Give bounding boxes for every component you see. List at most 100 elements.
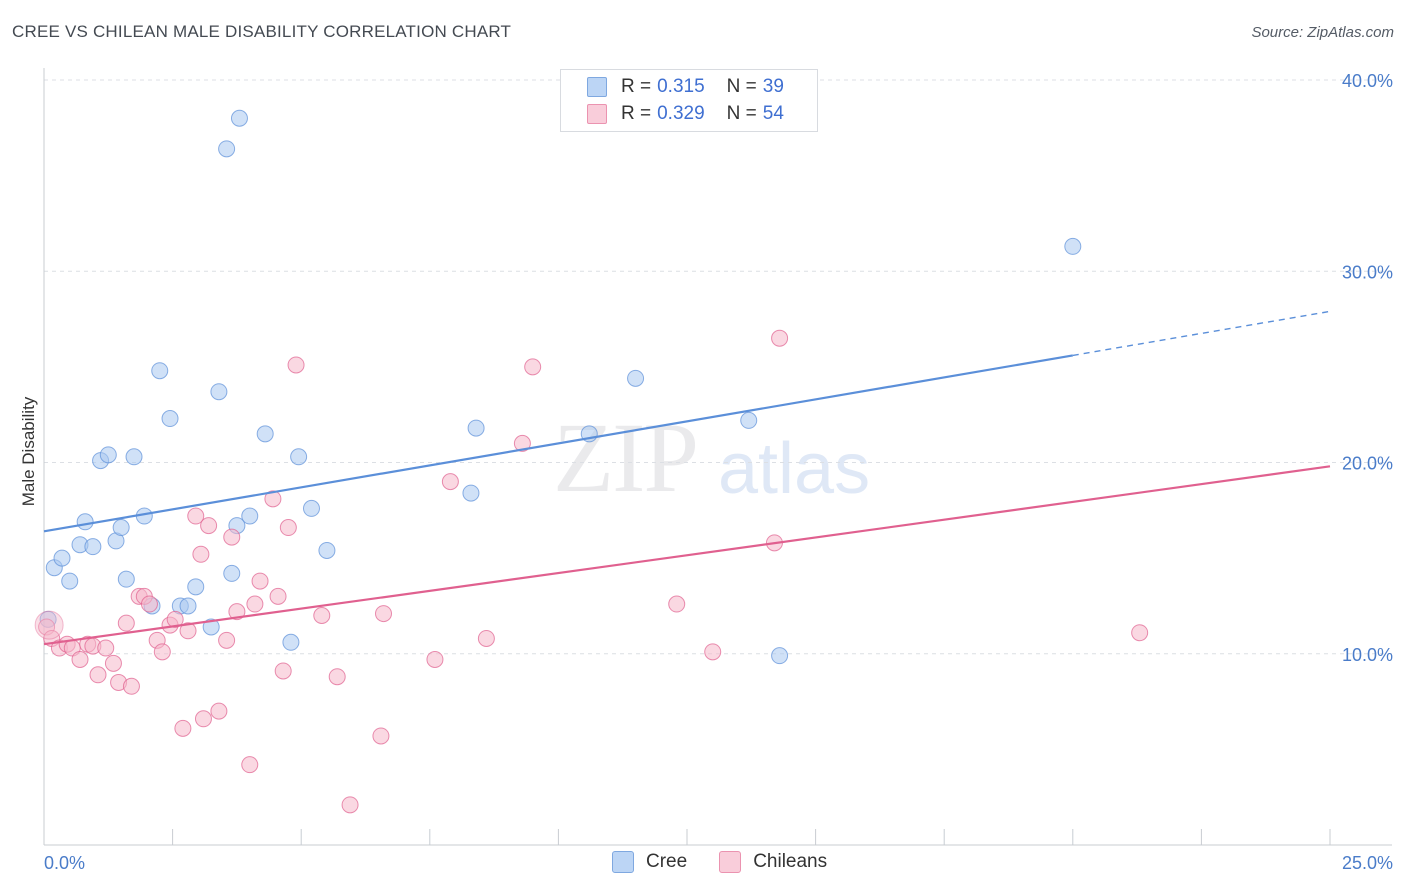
chileans-point — [194, 710, 212, 728]
cree-n-value: 39 — [762, 76, 784, 97]
legend-label-cree: Cree — [646, 851, 688, 872]
cree-r-label: R = — [621, 76, 652, 97]
chileans-trend-line — [43, 465, 1331, 646]
chart-title: CREE VS CHILEAN MALE DISABILITY CORRELAT… — [12, 22, 512, 41]
legend-label-chileans: Chileans — [753, 851, 828, 872]
cree-point — [462, 484, 480, 502]
cree-point — [202, 618, 220, 636]
cree-point — [218, 140, 236, 158]
cree-swatch — [587, 77, 607, 97]
chileans-n-value: 54 — [762, 103, 784, 124]
chileans-r-value: 0.329 — [657, 103, 705, 124]
chileans-point — [228, 603, 246, 621]
y-tick-label: 40.0% — [1342, 71, 1393, 91]
chileans-point — [200, 517, 218, 535]
watermark-zip: ZIP — [553, 402, 699, 513]
stats-legend-row-chileans: R = 0.329 N = 54 — [587, 102, 784, 126]
chileans-point — [771, 329, 789, 347]
y-tick-label: 30.0% — [1342, 262, 1393, 282]
chileans-point — [218, 631, 236, 649]
chileans-point — [524, 358, 542, 376]
chileans-point — [279, 519, 297, 537]
chileans-point — [241, 756, 259, 774]
cree-point — [76, 513, 94, 531]
chileans-point — [117, 614, 135, 632]
chileans-point — [426, 650, 444, 668]
chileans-point — [174, 719, 192, 737]
chileans-point — [269, 587, 287, 605]
series-legend: Cree Chileans — [612, 851, 859, 873]
chileans-n-label: N = — [726, 103, 757, 124]
chileans-point — [477, 629, 495, 647]
cree-point — [117, 570, 135, 588]
legend-swatch-cree — [612, 851, 634, 873]
cree-trend-line — [43, 354, 1073, 533]
y-tick-label: 10.0% — [1342, 645, 1393, 665]
cree-point — [151, 362, 169, 380]
chileans-point — [166, 610, 184, 628]
chileans-point — [264, 490, 282, 508]
chileans-point — [89, 666, 107, 684]
cree-point — [256, 425, 274, 443]
cree-trend-extension — [1072, 310, 1331, 357]
chileans-point — [192, 545, 210, 563]
chileans-point — [122, 677, 140, 695]
chileans-point — [153, 643, 171, 661]
cree-point — [318, 541, 336, 559]
chileans-point — [179, 622, 197, 640]
chileans-point — [71, 650, 89, 668]
watermark-atlas: atlas — [718, 429, 871, 509]
cree-point — [179, 597, 197, 615]
y-axis-label: Male Disability — [19, 396, 38, 506]
cree-point — [161, 410, 179, 428]
stats-legend: R = 0.315 N = 39 R = 0.329 N = 54 — [560, 69, 818, 132]
legend-swatch-chileans — [719, 851, 742, 873]
chileans-point — [287, 356, 305, 374]
cree-point — [467, 419, 485, 437]
chileans-point — [513, 434, 531, 452]
chileans-point — [704, 643, 722, 661]
legend-item-cree: Cree — [612, 851, 687, 873]
cree-point — [125, 448, 143, 466]
chileans-point — [1131, 624, 1149, 642]
cree-point — [771, 647, 789, 665]
cree-point — [99, 446, 117, 464]
cree-point — [290, 448, 308, 466]
chileans-point — [34, 610, 64, 640]
chileans-point — [104, 654, 122, 672]
chileans-point — [328, 668, 346, 686]
chileans-point — [441, 473, 459, 491]
stats-legend-row-cree: R = 0.315 N = 39 — [587, 75, 784, 99]
chileans-point — [313, 607, 331, 624]
cree-point — [230, 109, 248, 127]
chileans-point — [223, 528, 241, 546]
chart-source: Source: ZipAtlas.com — [1251, 24, 1394, 41]
x-tick-label: 0.0% — [44, 853, 85, 873]
cree-point — [223, 564, 241, 582]
cree-point — [84, 538, 102, 556]
cree-point — [740, 411, 758, 429]
y-tick-label: 20.0% — [1342, 454, 1393, 474]
chileans-point — [97, 639, 115, 657]
cree-point — [61, 572, 79, 590]
chileans-point — [251, 572, 269, 590]
chileans-point — [668, 595, 686, 613]
cree-point — [112, 519, 130, 537]
chileans-r-label: R = — [621, 103, 652, 124]
chileans-point — [341, 796, 359, 814]
cree-point — [187, 578, 205, 596]
cree-point — [210, 383, 228, 401]
cree-point — [53, 549, 71, 567]
chileans-point — [372, 727, 390, 745]
chileans-point — [187, 507, 205, 525]
cree-point — [282, 633, 300, 651]
chileans-point — [274, 662, 292, 680]
chileans-point — [140, 595, 158, 613]
cree-point — [1064, 237, 1082, 255]
cree-r-value: 0.315 — [657, 76, 705, 97]
cree-point — [241, 507, 259, 525]
chileans-point — [246, 595, 264, 613]
x-tick-label: 25.0% — [1342, 853, 1393, 873]
chileans-swatch — [587, 104, 607, 124]
